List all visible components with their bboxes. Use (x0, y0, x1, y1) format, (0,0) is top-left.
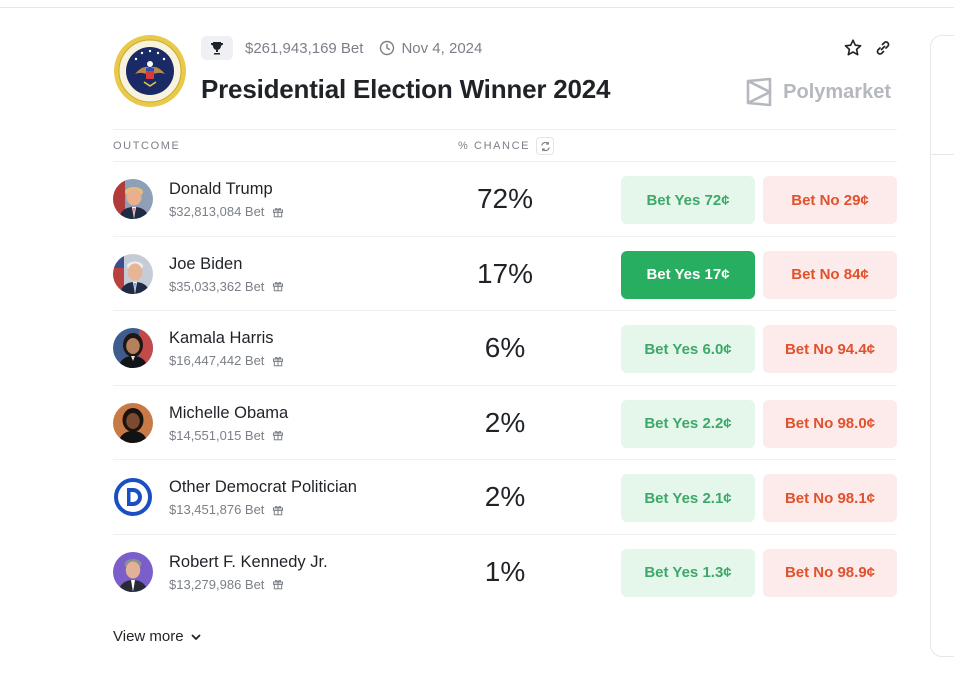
outcome-volume-label: $35,033,362 Bet (169, 278, 265, 294)
gift-icon[interactable] (272, 504, 284, 516)
outcome-chance: 1% (484, 555, 526, 587)
gift-icon[interactable] (272, 206, 284, 218)
outcome-row: Kamala Harris $16,447,442 Bet 6% Bet Yes… (113, 311, 897, 386)
end-date-label: Nov 4, 2024 (401, 39, 483, 57)
bet-no-button[interactable]: Bet No 98.1¢ (763, 474, 897, 523)
bet-no-button[interactable]: Bet No 98.0¢ (763, 399, 897, 448)
gift-icon[interactable] (272, 578, 284, 590)
outcome-chance: 6% (484, 332, 526, 364)
outcome-name: Other Democrat Politician (169, 478, 357, 497)
outcome-name: Donald Trump (169, 180, 273, 198)
outcome-chance: 17% (476, 257, 534, 289)
polymarket-logo-icon (746, 77, 772, 107)
outcome-chance: 72% (476, 183, 534, 214)
bet-yes-button[interactable]: Bet Yes 6.0¢ (621, 325, 755, 374)
bet-no-button[interactable]: Bet No 98.9¢ (763, 548, 897, 597)
presidential-seal-icon (114, 35, 186, 107)
outcome-volume-label: $13,451,876 Bet (169, 502, 265, 518)
person-avatar-biden-icon (113, 253, 153, 294)
bet-no-button[interactable]: Bet No 94.4¢ (763, 325, 897, 374)
person-avatar-harris-icon (113, 328, 153, 369)
bet-yes-button[interactable]: Bet Yes 72¢ (621, 176, 755, 224)
bet-no-button[interactable]: Bet No 84¢ (763, 250, 897, 299)
bet-yes-button[interactable]: Bet Yes 17¢ (621, 250, 755, 299)
outcome-name: Joe Biden (169, 254, 243, 273)
democrat-logo-icon (113, 477, 153, 517)
clock-icon (380, 40, 395, 56)
page-title: Presidential Election Winner 2024 (201, 74, 611, 104)
outcome-volume: $32,813,084 Bet (169, 204, 284, 219)
outcome-name: Robert F. Kennedy Jr. (169, 552, 328, 571)
bet-no-button[interactable]: Bet No 29¢ (763, 176, 897, 224)
outcome-chance: 2% (484, 481, 526, 513)
outcome-volume: $16,447,442 Bet (169, 353, 284, 368)
bet-yes-button[interactable]: Bet Yes 1.3¢ (621, 548, 755, 597)
bet-yes-button[interactable]: Bet Yes 2.1¢ (621, 474, 755, 523)
trophy-icon (201, 36, 233, 60)
gift-icon[interactable] (272, 429, 284, 441)
outcome-volume: $14,551,015 Bet (169, 428, 284, 443)
outcome-volume-label: $16,447,442 Bet (169, 353, 265, 369)
end-date: Nov 4, 2024 (379, 40, 482, 57)
outcome-volume-label: $13,279,986 Bet (169, 576, 265, 592)
outcome-name: Michelle Obama (169, 403, 289, 422)
market-actions (843, 38, 893, 58)
market-volume: $261,943,169 Bet (245, 39, 364, 57)
outcome-volume: $13,451,876 Bet (169, 502, 284, 517)
chevron-down-icon (191, 634, 200, 640)
outcomes-header: OUTCOME % CHANCE (113, 129, 897, 162)
chance-column-label: % CHANCE (458, 140, 531, 152)
person-avatar-trump-icon (113, 179, 153, 219)
outcome-chance: 2% (484, 406, 526, 438)
bet-yes-button[interactable]: Bet Yes 2.2¢ (621, 399, 755, 448)
gift-icon[interactable] (272, 355, 284, 367)
market-meta: $261,943,169 Bet Nov 4, 2024 (201, 36, 482, 60)
outcome-name: Kamala Harris (169, 329, 274, 348)
link-icon[interactable] (873, 38, 893, 58)
outcome-row: Robert F. Kennedy Jr. $13,279,986 Bet 1%… (113, 535, 897, 610)
polymarket-logo: Polymarket (745, 77, 891, 107)
side-panel (930, 35, 954, 657)
star-icon[interactable] (843, 38, 863, 58)
outcomes-list: Donald Trump $32,813,084 Bet 72% Bet Yes… (113, 162, 897, 610)
outcome-row: Michelle Obama $14,551,015 Bet 2% Bet Ye… (113, 386, 897, 461)
outcome-volume: $35,033,362 Bet (169, 279, 284, 294)
view-more-label: View more (113, 628, 184, 645)
refresh-icon[interactable] (536, 137, 555, 155)
top-divider (0, 7, 954, 8)
outcome-volume-label: $14,551,015 Bet (169, 427, 265, 443)
side-panel-divider (931, 154, 954, 155)
brand-name: Polymarket (783, 80, 891, 103)
outcome-volume-label: $32,813,084 Bet (169, 204, 265, 219)
view-more-button[interactable]: View more (113, 628, 202, 645)
outcome-row: Joe Biden $35,033,362 Bet 17% Bet Yes 17… (113, 237, 897, 312)
outcome-volume: $13,279,986 Bet (169, 577, 284, 592)
outcome-column-header: OUTCOME (113, 140, 181, 152)
chance-column-header: % CHANCE (458, 137, 555, 155)
gift-icon[interactable] (272, 280, 284, 292)
outcome-row: Other Democrat Politician $13,451,876 Be… (113, 460, 897, 535)
person-avatar-obama-icon (113, 402, 153, 443)
outcome-row: Donald Trump $32,813,084 Bet 72% Bet Yes… (113, 162, 897, 237)
person-avatar-kennedy-icon (113, 551, 153, 592)
